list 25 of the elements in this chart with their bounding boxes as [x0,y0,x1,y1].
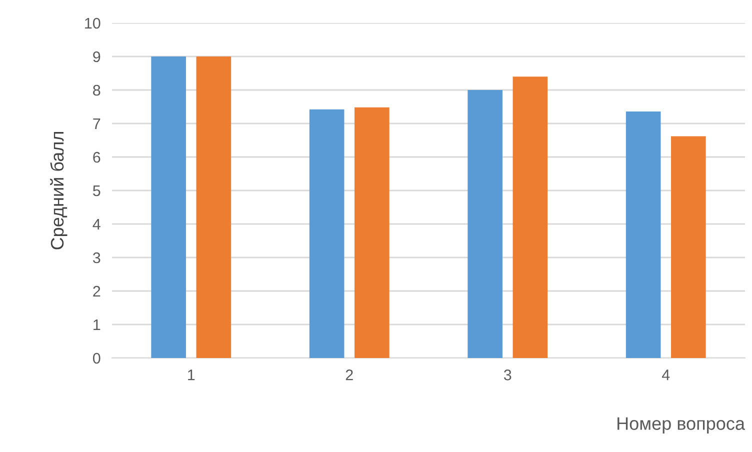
bar [512,76,548,358]
bar [151,56,186,358]
y-tick-label: 9 [93,51,100,62]
y-tick-label: 7 [93,118,100,130]
y-tick-label: 5 [93,186,100,196]
y-tick-label: 4 [92,219,100,230]
x-tick-label: 1 [188,370,195,380]
y-tick-label: 1 [94,320,100,330]
y-tick-label: 0 [92,352,100,364]
x-tick-label: 4 [662,370,670,380]
bar [309,109,344,358]
y-tick-label: 6 [93,152,100,163]
bar [196,56,232,358]
y-tick-label: 3 [92,252,100,264]
x-axis-title: Номер вопроса [618,417,746,434]
x-tick-label: 3 [504,370,512,380]
y-tick-label: 2 [93,286,100,297]
bar [468,90,502,358]
bar [671,136,706,358]
y-tick-label: 8 [93,84,100,96]
bar [354,107,390,358]
bar [626,111,661,358]
y-tick-label: 10 [85,18,100,29]
x-tick-label: 2 [346,370,353,380]
y-axis-title: Средний балл [50,132,68,250]
